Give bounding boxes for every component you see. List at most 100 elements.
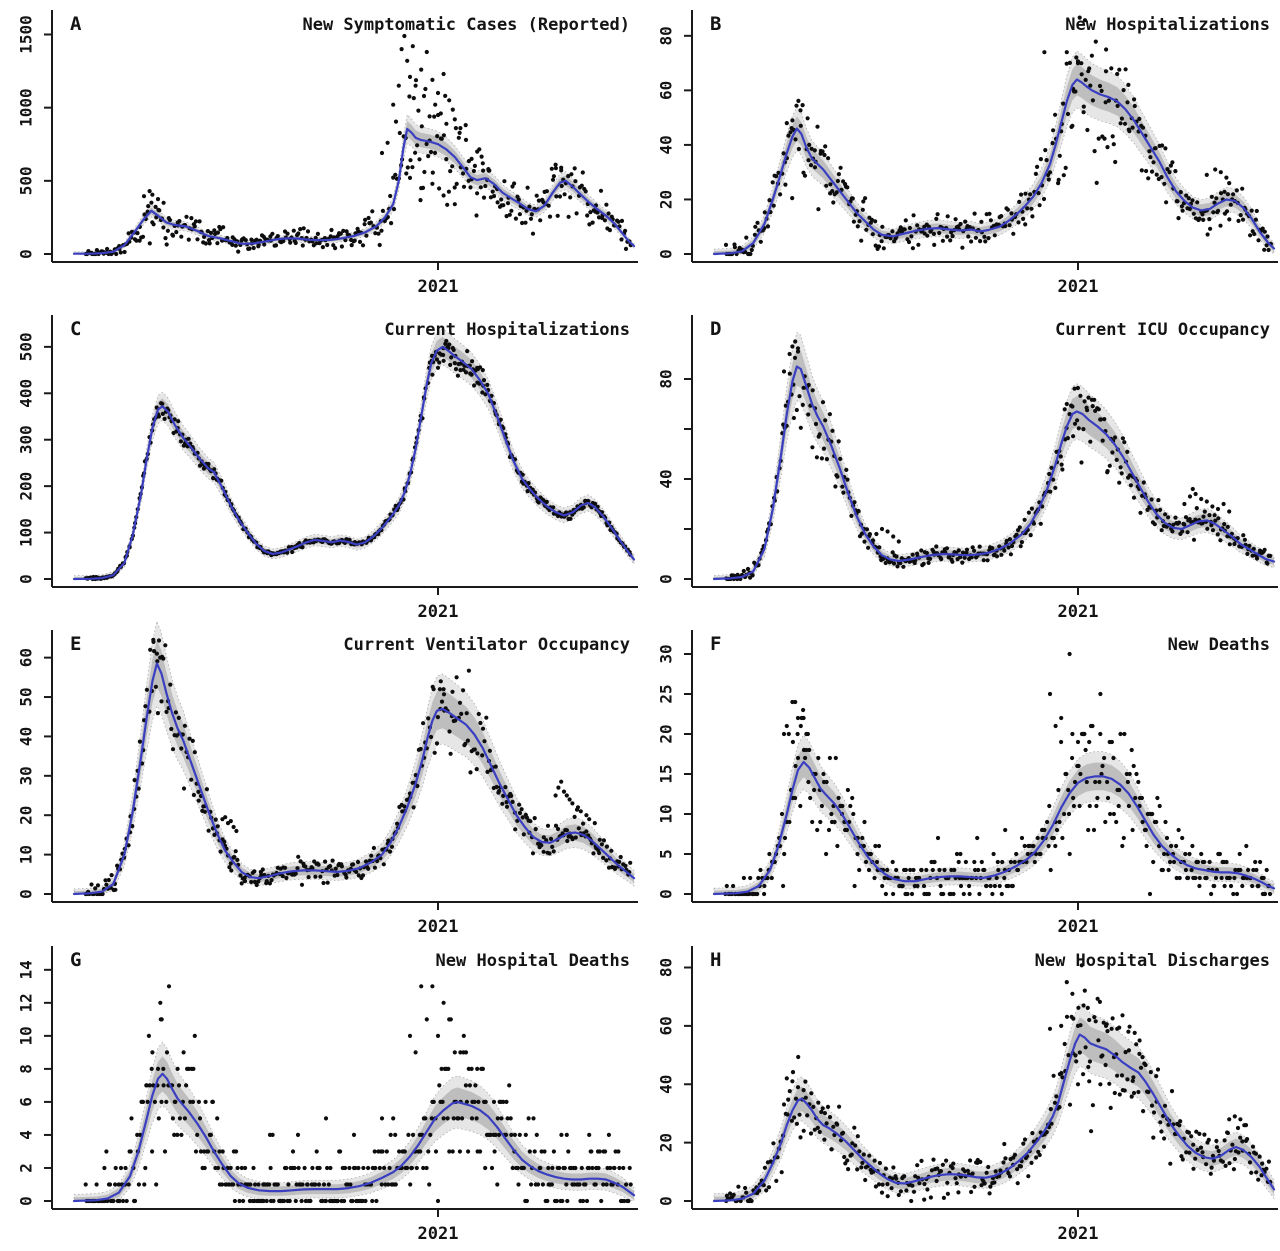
data-point xyxy=(1078,772,1083,777)
data-point xyxy=(523,220,528,225)
data-point-outlier xyxy=(1204,172,1209,177)
data-point xyxy=(619,237,624,242)
data-point xyxy=(1228,884,1234,889)
data-point-outlier xyxy=(1126,1029,1131,1034)
data-point xyxy=(361,1165,366,1170)
data-point xyxy=(932,860,937,865)
data-point xyxy=(483,183,488,189)
y-tick-label: 1000 xyxy=(17,88,36,127)
data-point xyxy=(877,545,882,550)
data-point xyxy=(503,785,508,790)
data-point-outlier xyxy=(1199,496,1204,502)
data-point xyxy=(1177,876,1182,881)
data-point xyxy=(1026,510,1031,515)
data-point xyxy=(815,1125,820,1130)
data-point xyxy=(599,842,605,847)
data-point xyxy=(1067,412,1072,417)
data-point xyxy=(325,1165,330,1170)
data-point xyxy=(83,1182,88,1187)
data-point-outlier xyxy=(435,90,441,96)
data-point xyxy=(813,772,818,777)
data-point xyxy=(249,880,254,885)
data-point xyxy=(744,235,749,240)
data-point xyxy=(545,824,551,829)
y-tick-label: 500 xyxy=(17,332,36,361)
data-point xyxy=(1042,828,1047,833)
data-point xyxy=(1120,436,1125,441)
data-point xyxy=(170,747,176,752)
data-point-outlier xyxy=(172,1099,177,1104)
data-point xyxy=(1256,238,1261,243)
data-point xyxy=(300,243,305,248)
data-point-outlier xyxy=(793,700,798,705)
data-point xyxy=(794,103,799,108)
data-point xyxy=(1073,89,1078,94)
data-point xyxy=(106,878,111,883)
data-point xyxy=(1113,159,1118,165)
data-point xyxy=(1103,1062,1108,1067)
data-point-outlier xyxy=(1227,181,1232,186)
data-point xyxy=(505,201,511,206)
data-point xyxy=(969,555,974,560)
data-point xyxy=(389,845,395,850)
data-point xyxy=(463,123,468,128)
data-point xyxy=(381,862,386,867)
data-point xyxy=(628,1182,633,1187)
data-point xyxy=(1168,1161,1173,1166)
fit-line xyxy=(712,1033,1276,1202)
data-point xyxy=(1111,142,1116,147)
data-point-outlier xyxy=(567,797,572,802)
confidence-band-outer xyxy=(73,328,635,580)
data-point xyxy=(147,1082,152,1088)
data-point xyxy=(1178,1118,1183,1123)
data-point xyxy=(926,892,931,897)
data-point-outlier xyxy=(161,1082,166,1088)
data-point xyxy=(1105,145,1110,150)
data-point xyxy=(863,196,868,201)
data-point xyxy=(627,1165,632,1170)
data-point xyxy=(1148,1069,1153,1074)
data-point xyxy=(363,217,368,222)
data-point xyxy=(1266,247,1271,253)
data-point xyxy=(1046,844,1051,849)
data-point xyxy=(499,197,504,202)
data-point-outlier xyxy=(787,351,792,357)
data-point xyxy=(1209,1165,1214,1170)
data-point xyxy=(161,1066,166,1071)
data-point xyxy=(559,1132,564,1137)
data-point xyxy=(1144,844,1149,849)
data-point xyxy=(435,715,440,720)
data-point xyxy=(431,1099,436,1104)
data-point xyxy=(191,793,196,798)
data-point xyxy=(1060,1074,1065,1080)
data-point xyxy=(798,108,803,113)
data-point xyxy=(949,868,954,873)
data-point xyxy=(1036,191,1041,196)
data-point xyxy=(317,1165,322,1170)
data-point xyxy=(1182,522,1187,527)
data-point xyxy=(925,233,930,238)
data-point xyxy=(835,178,840,184)
data-point xyxy=(952,868,957,873)
data-point xyxy=(172,1132,177,1137)
data-point-outlier xyxy=(391,1115,396,1121)
data-point xyxy=(1155,1067,1161,1072)
data-point xyxy=(196,798,201,804)
data-point xyxy=(541,835,546,840)
data-point xyxy=(492,1149,497,1154)
data-point xyxy=(574,211,579,216)
data-point xyxy=(179,746,184,751)
data-point xyxy=(1265,561,1270,566)
data-point xyxy=(305,229,311,234)
data-point xyxy=(186,436,191,441)
data-point xyxy=(823,418,828,423)
y-tick-label: 60 xyxy=(657,1016,676,1035)
data-point xyxy=(532,1149,537,1154)
data-point xyxy=(602,218,608,223)
data-point xyxy=(509,1132,514,1137)
data-point xyxy=(1218,191,1224,196)
data-point xyxy=(1249,208,1254,213)
data-point-outlier xyxy=(561,789,567,795)
data-point xyxy=(230,242,235,247)
data-point xyxy=(1105,780,1110,785)
